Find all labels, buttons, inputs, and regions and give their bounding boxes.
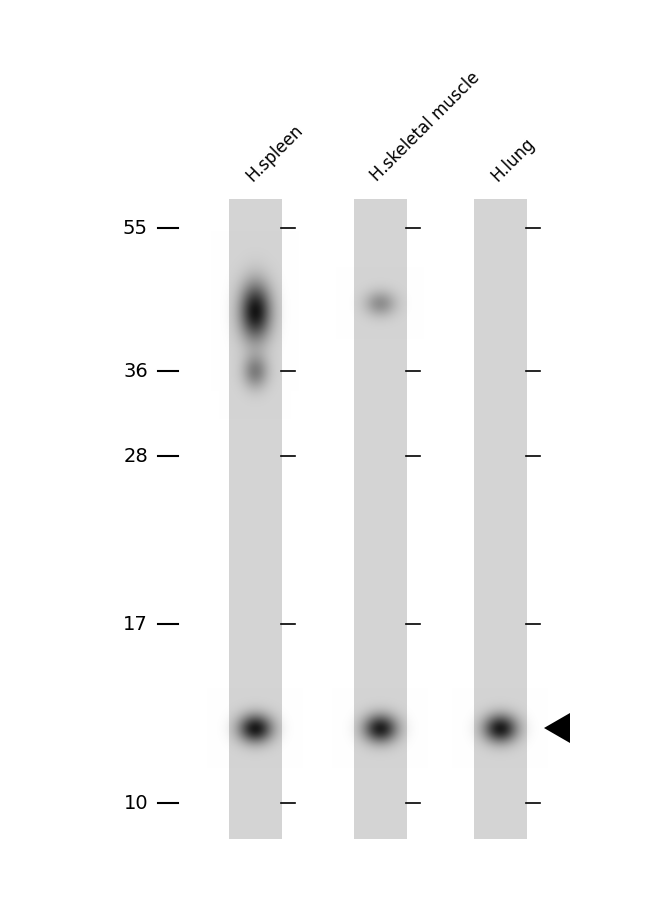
Text: H.lung: H.lung bbox=[488, 134, 538, 185]
Text: 55: 55 bbox=[123, 220, 148, 238]
Text: H.spleen: H.spleen bbox=[242, 121, 306, 185]
Text: 36: 36 bbox=[124, 362, 148, 381]
Text: 10: 10 bbox=[124, 794, 148, 812]
Text: H.skeletal muscle: H.skeletal muscle bbox=[367, 69, 484, 185]
Text: 17: 17 bbox=[124, 615, 148, 634]
Polygon shape bbox=[544, 713, 570, 743]
Text: 28: 28 bbox=[124, 447, 148, 466]
